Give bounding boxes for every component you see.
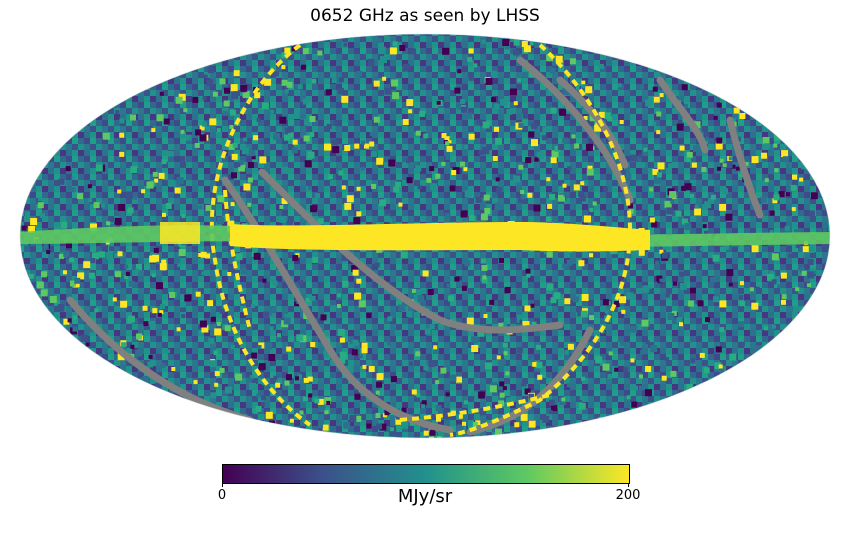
masked-stripe: [466, 326, 594, 436]
scan-arc: [449, 43, 633, 437]
colorbar: [222, 464, 630, 484]
scan-arcs: [209, 43, 633, 437]
masked-stripe: [656, 76, 709, 154]
colorbar-tick-min: [222, 483, 223, 487]
colorbar-max-label: 200: [615, 488, 641, 503]
masked-stripe: [258, 168, 564, 334]
map-outline: [19, 33, 831, 439]
scan-arc: [209, 43, 312, 427]
scan-arc: [399, 393, 551, 422]
masked-stripe: [516, 56, 634, 204]
masked-stripe: [726, 116, 764, 219]
map-title: 0652 GHz as seen by LHSS: [310, 6, 540, 26]
scan-arc: [223, 189, 252, 331]
colorbar-unit-label: MJy/sr: [397, 486, 453, 507]
galactic-plane-band: [20, 222, 830, 252]
colorbar-tick-max: [628, 483, 629, 487]
sky-map-body: [20, 34, 830, 438]
colorbar-min-label: 0: [217, 488, 227, 503]
